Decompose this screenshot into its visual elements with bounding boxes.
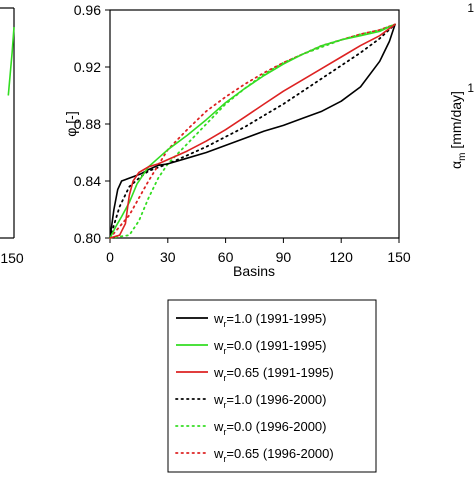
legend-label-subscript: r [223, 346, 226, 356]
legend-label-1: wr=1.0 (1991-1995) [213, 311, 327, 329]
legend-label-value: =0.65 (1991-1995) [226, 365, 333, 380]
left-panel-series-line [7, 27, 15, 96]
right-panel-y-label-unit: [mm/day] [448, 91, 464, 152]
series-line-2 [109, 23, 396, 239]
y-tick-label: 0.88 [74, 116, 101, 132]
legend-label-subscript: r [223, 454, 226, 464]
left-panel-fragment: 150 [0, 7, 24, 266]
legend-label-var: w [213, 392, 224, 407]
legend-label-value: =1.0 (1996-2000) [226, 392, 326, 407]
x-tick-label: 0 [106, 249, 114, 265]
legend-label-3: wr=0.65 (1991-1995) [213, 365, 334, 383]
y-tick-label: 0.96 [74, 2, 101, 18]
right-panel-y-label-symbol: α [448, 161, 464, 169]
right-panel-tick-top: 1 [467, 1, 474, 15]
plot-frame [109, 9, 400, 239]
right-panel-fragment: 1 1 αm [mm/day] [448, 1, 474, 169]
y-tick-label: 0.92 [74, 59, 101, 75]
series-layer [109, 23, 397, 239]
legend-label-value: =0.0 (1991-1995) [226, 338, 326, 353]
series-line-3 [109, 23, 396, 239]
y-axis-label: φ [-] [63, 111, 79, 136]
x-tick-label: 150 [387, 249, 411, 265]
legend-label-var: w [213, 419, 224, 434]
legend-label-value: =0.65 (1996-2000) [226, 446, 333, 461]
x-axis-label: Basins [233, 263, 275, 279]
legend-label-5: wr=0.0 (1996-2000) [213, 419, 327, 437]
right-panel-y-label: αm [mm/day] [448, 91, 468, 169]
x-tick-label: 60 [218, 249, 234, 265]
series-line-1 [109, 24, 396, 239]
legend-label-subscript: r [223, 427, 226, 437]
legend-label-subscript: r [223, 400, 226, 410]
y-tick-label: 0.80 [74, 230, 101, 246]
series-line-4 [109, 23, 397, 239]
x-tick-label: 90 [276, 249, 292, 265]
legend-label-var: w [213, 338, 224, 353]
legend-label-4: wr=1.0 (1996-2000) [213, 392, 327, 410]
legend-label-6: wr=0.65 (1996-2000) [213, 446, 334, 464]
legend: wr=1.0 (1991-1995)wr=0.0 (1991-1995)wr=0… [167, 299, 377, 473]
legend-box [167, 299, 377, 473]
plot-area [109, 9, 400, 239]
y-tick-label: 0.84 [74, 173, 101, 189]
legend-label-2: wr=0.0 (1991-1995) [213, 338, 327, 356]
right-panel-y-label-subscript: m [457, 153, 468, 161]
left-panel-tick-label: 150 [0, 250, 24, 266]
x-tick-label: 30 [160, 249, 176, 265]
x-tick-label: 120 [330, 249, 354, 265]
legend-label-value: =1.0 (1991-1995) [226, 311, 326, 326]
legend-label-var: w [213, 365, 224, 380]
legend-label-value: =0.0 (1996-2000) [226, 419, 326, 434]
y-axis: 0.80 0.84 0.88 0.92 0.96 [74, 2, 110, 246]
legend-label-subscript: r [223, 373, 226, 383]
legend-label-var: w [213, 311, 224, 326]
legend-label-subscript: r [223, 319, 226, 329]
x-axis: 0 30 60 90 120 150 [106, 238, 411, 265]
right-panel-tick-mid: 1 [467, 81, 474, 95]
legend-label-var: w [213, 446, 224, 461]
